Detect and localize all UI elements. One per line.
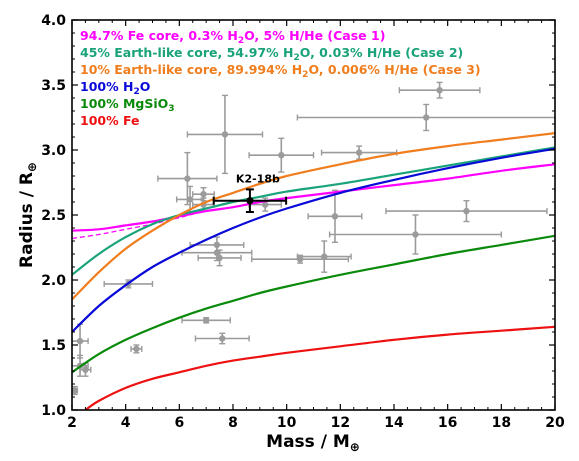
x-axis-title: Mass / M⊕ xyxy=(266,432,360,454)
legend-text-main: 10% Earth-like core, 89.994% H xyxy=(80,62,302,77)
data-point xyxy=(296,103,555,132)
legend-text-sub: 2 xyxy=(133,87,139,97)
tick-labels: 2 4 6 8 10 12 14 16 18 20 1.0 1.5 2.0 2.5 3.0 3.5 4.0 xyxy=(41,13,565,431)
legend-text-sub: 3 xyxy=(168,104,174,114)
data-point xyxy=(307,189,363,244)
x-tick-label: 6 xyxy=(174,415,184,431)
point-marker xyxy=(202,317,210,324)
legend-text-rest: O, 0.03% H/He (Case 2) xyxy=(300,45,464,60)
legend-text-main: 45% Earth-like core, 54.97% H xyxy=(80,45,293,60)
point-marker xyxy=(463,207,470,215)
legend-entry: 45% Earth-like core, 54.97% H2O, 0.03% H… xyxy=(80,45,463,63)
data-point xyxy=(79,362,92,377)
legend-text-sub: 2 xyxy=(293,53,299,63)
point-marker xyxy=(296,256,304,263)
y-tick-label: 4.0 xyxy=(41,13,66,29)
x-axis-title-sub: ⊕ xyxy=(350,440,360,454)
model-curve xyxy=(72,146,555,276)
data-point xyxy=(130,344,143,354)
data-point xyxy=(194,332,250,345)
y-tick-label: 3.5 xyxy=(41,78,66,94)
data-point xyxy=(197,249,242,267)
x-tick-label: 18 xyxy=(492,415,511,431)
point-marker xyxy=(221,131,229,138)
legend-text-sub: 2 xyxy=(238,36,244,46)
legend: 94.7% Fe core, 0.3% H2O, 5% H/He (Case 1… xyxy=(80,28,481,128)
point-marker xyxy=(262,201,269,208)
data-point xyxy=(248,197,282,212)
y-axis-title-sub: ⊕ xyxy=(25,162,39,172)
model-curve xyxy=(72,147,555,333)
k2-18b-label: K2-18b xyxy=(236,173,280,186)
data-point xyxy=(328,214,503,255)
legend-text-rest: O xyxy=(140,79,151,94)
point-marker xyxy=(133,345,140,353)
point-marker xyxy=(321,253,328,260)
data-point xyxy=(181,244,253,262)
data-point xyxy=(181,317,232,324)
data-point xyxy=(398,81,481,99)
x-tick-label: 10 xyxy=(277,415,297,431)
point-marker xyxy=(331,213,339,220)
y-axis-title: Radius / R⊕ xyxy=(17,162,39,268)
data-point xyxy=(385,199,548,223)
legend-text-rest: O, 5% H/He (Case 1) xyxy=(244,28,385,43)
point-marker xyxy=(412,231,419,238)
model-curve xyxy=(72,132,555,301)
model-curve xyxy=(72,163,555,232)
point-marker xyxy=(355,149,363,156)
legend-entry: 94.7% Fe core, 0.3% H2O, 5% H/He (Case 1… xyxy=(80,28,385,46)
y-tick-label: 3.0 xyxy=(41,143,66,159)
axis-ticks xyxy=(71,19,556,411)
model-curve xyxy=(72,234,555,374)
point-marker xyxy=(186,196,194,203)
legend-text-rest: O, 0.006% H/He (Case 3) xyxy=(308,62,480,77)
legend-text-main: 100% Fe xyxy=(80,113,139,128)
y-tick-label: 1.0 xyxy=(41,403,66,419)
x-tick-label: 16 xyxy=(438,415,457,431)
legend-text-main: 94.7% Fe core, 0.3% H xyxy=(80,28,238,43)
model-curves xyxy=(72,132,555,410)
x-tick-label: 12 xyxy=(331,415,350,431)
point-marker xyxy=(76,337,84,345)
legend-text-main: 100% H xyxy=(80,79,133,94)
legend-entry: 10% Earth-like core, 89.994% H2O, 0.006%… xyxy=(80,62,481,80)
point-marker xyxy=(82,366,89,373)
k2-18b-highlight: K2-18b xyxy=(212,173,288,214)
y-tick-label: 2.0 xyxy=(41,273,66,289)
point-marker xyxy=(184,175,191,182)
point-marker xyxy=(219,335,226,342)
legend-text-main: 100% MgSiO xyxy=(80,96,168,111)
data-point xyxy=(186,94,264,175)
x-tick-label: 4 xyxy=(121,415,131,431)
x-tick-label: 2 xyxy=(67,415,77,431)
x-tick-label: 14 xyxy=(384,415,404,431)
model-curve xyxy=(84,325,555,410)
legend-text-sub: 2 xyxy=(302,70,308,80)
legend-entry: 100% MgSiO3 xyxy=(80,96,175,114)
point-marker xyxy=(200,191,207,198)
x-tick-label: 20 xyxy=(545,415,565,431)
data-point xyxy=(296,240,352,273)
point-marker xyxy=(278,152,285,159)
point-marker xyxy=(436,87,443,94)
legend-entry: 100% H2O xyxy=(80,79,150,97)
k2-18b-marker xyxy=(246,197,254,205)
legend-entry: 100% Fe xyxy=(80,113,139,128)
y-tick-label: 1.5 xyxy=(41,338,66,354)
point-marker xyxy=(423,114,430,121)
y-tick-label: 2.5 xyxy=(41,208,66,224)
x-tick-label: 8 xyxy=(228,415,238,431)
point-marker xyxy=(213,249,221,256)
data-point xyxy=(248,137,315,173)
plot-area xyxy=(72,20,555,410)
point-marker xyxy=(72,387,78,394)
data-point xyxy=(157,151,218,206)
point-marker xyxy=(216,254,223,262)
